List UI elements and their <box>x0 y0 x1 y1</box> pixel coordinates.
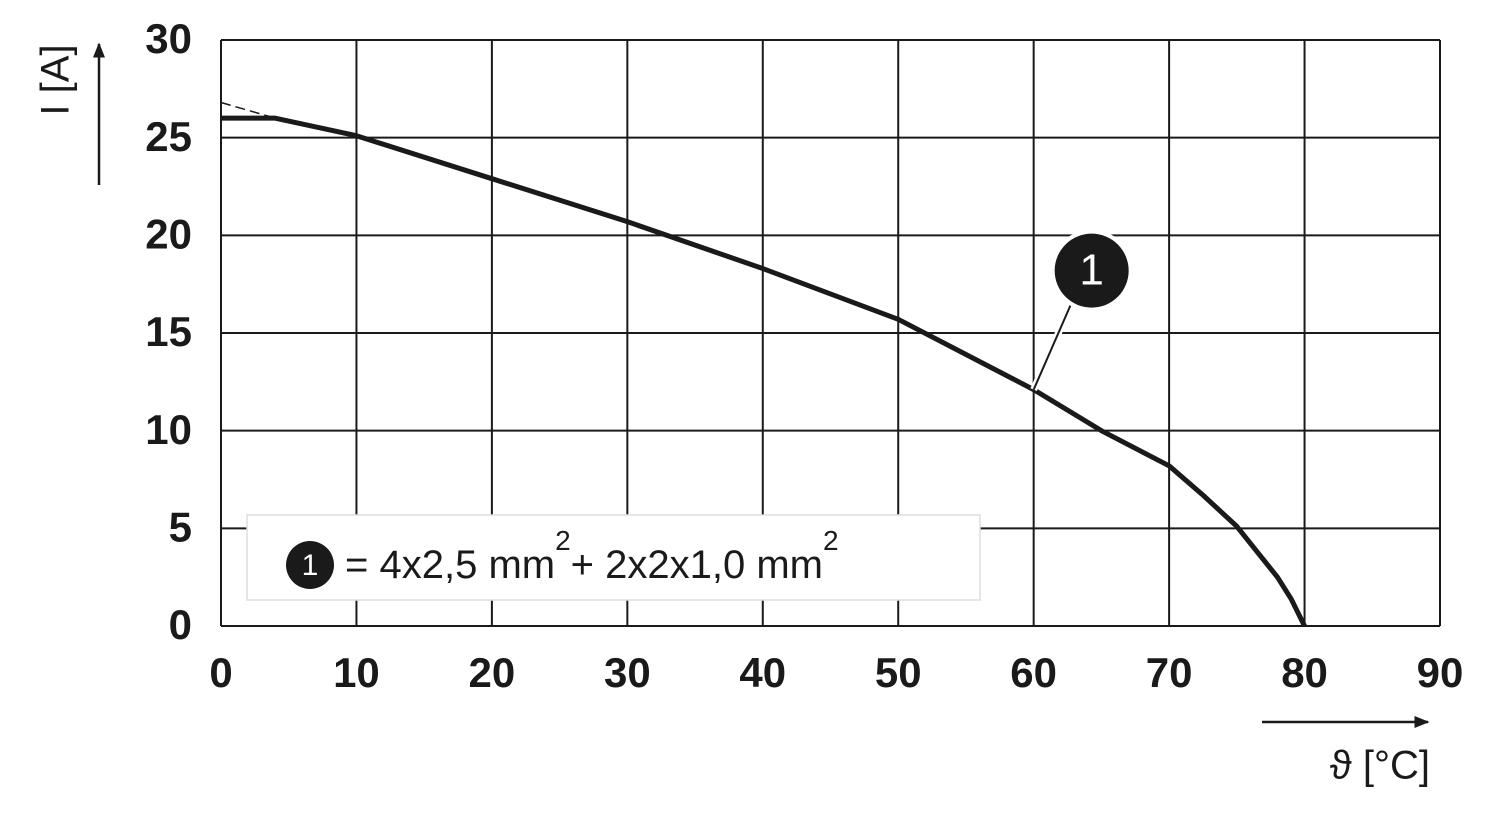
y-tick-label: 10 <box>145 406 192 453</box>
y-tick-label: 0 <box>169 601 192 648</box>
y-tick-label: 20 <box>145 210 192 257</box>
x-tick-label: 50 <box>875 649 922 696</box>
x-tick-label: 80 <box>1281 649 1328 696</box>
x-tick-label: 0 <box>209 649 232 696</box>
line-series <box>220 101 276 119</box>
x-tick-label: 30 <box>604 649 651 696</box>
x-tick-label: 70 <box>1146 649 1193 696</box>
x-axis-label: ϑ [°C] <box>1330 744 1430 788</box>
note-sup: 2 <box>555 525 571 556</box>
note-marker <box>286 541 334 589</box>
note-part: = 4x2,5 mm <box>345 543 555 587</box>
note-text: = 4x2,5 mm2+ 2x2x1,0 mm2 <box>345 525 839 586</box>
annotations: 1 = 4x2,5 mm2+ 2x2x1,0 mm2 1 <box>246 229 1133 601</box>
x-tick-label: 10 <box>333 649 380 696</box>
x-tick-label: 20 <box>469 649 516 696</box>
y-tick-label: 30 <box>145 15 192 62</box>
note-sup: 2 <box>823 525 839 556</box>
x-tick-label: 40 <box>739 649 786 696</box>
note-marker-label: 1 <box>302 549 319 582</box>
note-box <box>246 514 981 601</box>
y-axis-label: I [A] <box>34 44 78 115</box>
x-tick-label: 60 <box>1010 649 1057 696</box>
y-tick-label: 25 <box>145 113 192 160</box>
y-tick-label: 5 <box>169 503 192 550</box>
note-part: + 2x2x1,0 mm <box>571 543 823 587</box>
callout-label: 1 <box>1079 245 1103 294</box>
y-tick-label: 15 <box>145 308 192 355</box>
callout-circle <box>1054 233 1129 308</box>
x-tick-label: 90 <box>1417 649 1464 696</box>
callout-leader <box>1032 302 1073 391</box>
